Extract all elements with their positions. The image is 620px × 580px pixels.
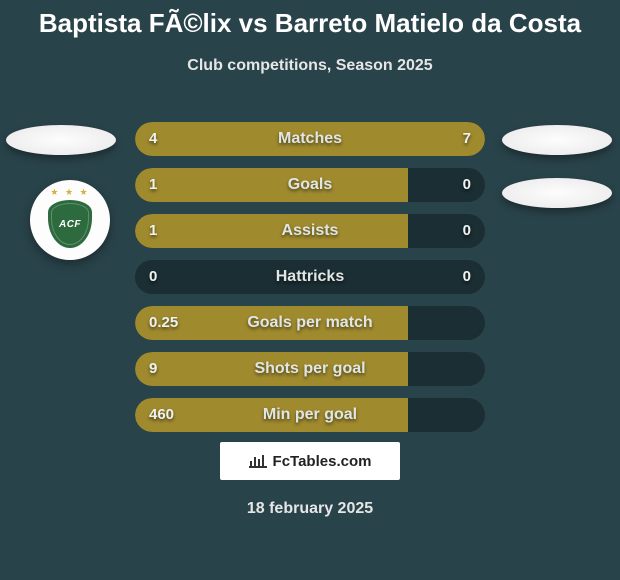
badge-initials: ACF (59, 219, 81, 230)
stat-row: 0.25Goals per match (135, 306, 485, 340)
page-subtitle: Club competitions, Season 2025 (0, 57, 620, 75)
stat-label: Hattricks (135, 260, 485, 294)
stat-row: 47Matches (135, 122, 485, 156)
player-left-photo (6, 125, 116, 155)
bar-chart-icon (249, 454, 267, 468)
stat-row: 9Shots per goal (135, 352, 485, 386)
date-text: 18 february 2025 (0, 500, 620, 518)
stat-label: Shots per goal (135, 352, 485, 386)
club-left-badge: ★ ★ ★ ACF (30, 180, 110, 260)
watermark[interactable]: FcTables.com (220, 442, 400, 480)
badge-shield: ACF (48, 200, 92, 248)
stat-label: Assists (135, 214, 485, 248)
stat-row: 10Goals (135, 168, 485, 202)
stat-label: Matches (135, 122, 485, 156)
stat-row: 10Assists (135, 214, 485, 248)
stat-row: 460Min per goal (135, 398, 485, 432)
watermark-text: FcTables.com (273, 453, 372, 470)
stat-label: Goals per match (135, 306, 485, 340)
page-title: Baptista FÃ©lix vs Barreto Matielo da Co… (0, 0, 620, 39)
player-right-photo (502, 125, 612, 155)
stat-row: 00Hattricks (135, 260, 485, 294)
stats-panel: 47Matches 10Goals 10Assists 00Hattricks 0.25… (135, 122, 485, 444)
stat-label: Min per goal (135, 398, 485, 432)
stat-label: Goals (135, 168, 485, 202)
club-right-photo (502, 178, 612, 208)
badge-stars: ★ ★ ★ (50, 187, 89, 198)
